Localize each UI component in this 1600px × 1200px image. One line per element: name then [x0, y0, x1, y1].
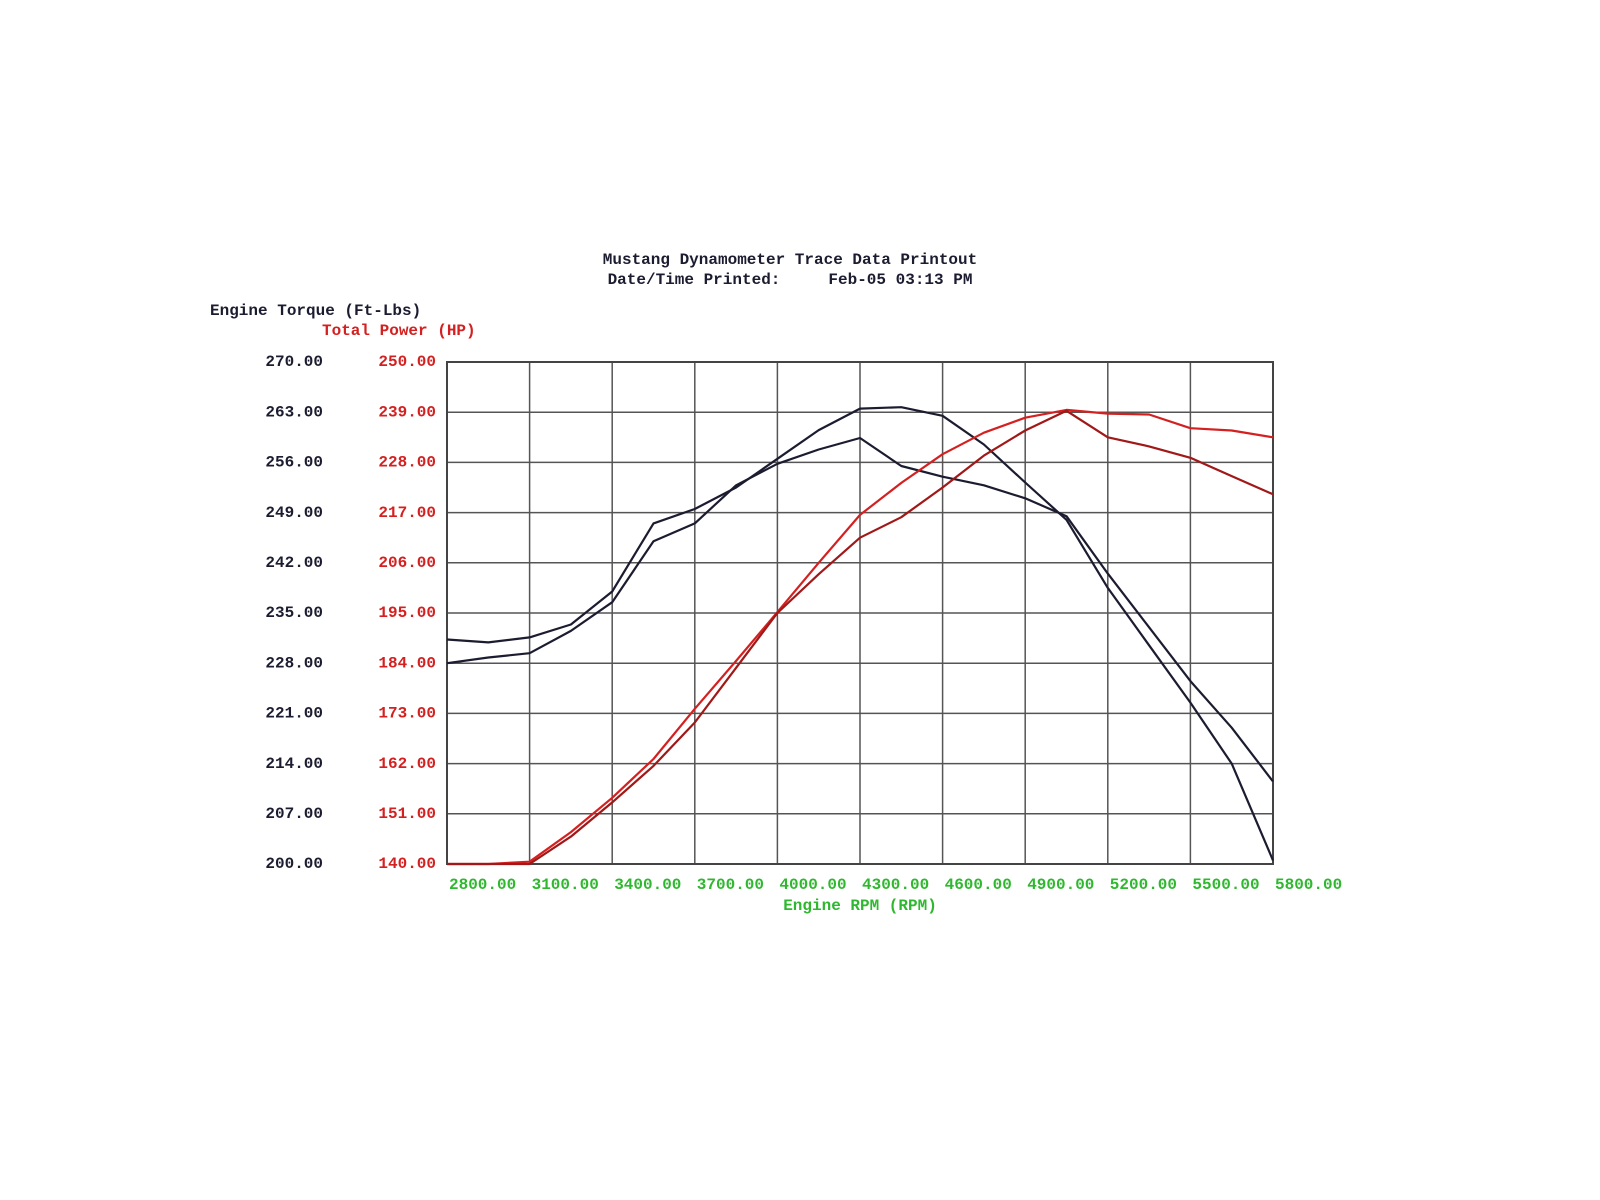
y2-tick-label: 228.00 [378, 454, 436, 472]
y-tick-label: 214.00 [265, 755, 323, 773]
y-tick-label: 256.00 [265, 454, 323, 472]
y-axis-label: Engine Torque (Ft-Lbs) [210, 302, 421, 320]
y2-tick-label: 206.00 [378, 554, 436, 572]
x-tick-label: 4300.00 [862, 876, 929, 894]
chart-title: Mustang Dynamometer Trace Data Printout [603, 251, 977, 269]
y-tick-label: 207.00 [265, 805, 323, 823]
chart-subtitle: Date/Time Printed: Feb-05 03:13 PM [608, 271, 973, 289]
y-tick-label: 270.00 [265, 353, 323, 371]
x-tick-label: 3100.00 [532, 876, 599, 894]
y2-tick-label: 184.00 [378, 654, 436, 672]
x-tick-label: 4900.00 [1027, 876, 1094, 894]
y-tick-label: 242.00 [265, 554, 323, 572]
series-line [446, 436, 1274, 783]
y-tick-label: 221.00 [265, 705, 323, 723]
y2-tick-label: 173.00 [378, 705, 436, 723]
y2-tick-label: 162.00 [378, 755, 436, 773]
series-line [447, 408, 1274, 866]
x-tick-label: 5800.00 [1275, 876, 1342, 894]
y-tick-label: 228.00 [265, 654, 323, 672]
y2-axis-label: Total Power (HP) [322, 322, 476, 340]
x-tick-label: 4000.00 [779, 876, 846, 894]
x-axis-label: Engine RPM (RPM) [783, 897, 937, 915]
y2-tick-label: 195.00 [378, 604, 436, 622]
series-line [447, 409, 1274, 866]
y2-tick-label: 140.00 [378, 855, 436, 873]
x-tick-label: 3700.00 [697, 876, 764, 894]
y-tick-label: 200.00 [265, 855, 323, 873]
y-tick-label: 263.00 [265, 403, 323, 421]
x-tick-label: 2800.00 [449, 876, 516, 894]
y2-tick-label: 217.00 [378, 504, 436, 522]
x-tick-label: 5200.00 [1110, 876, 1177, 894]
plot-frame [446, 361, 1274, 865]
x-tick-label: 4600.00 [945, 876, 1012, 894]
x-tick-label: 5500.00 [1192, 876, 1259, 894]
y-tick-label: 249.00 [265, 504, 323, 522]
series-line [446, 406, 1275, 861]
y2-tick-label: 239.00 [378, 403, 436, 421]
y-tick-label: 235.00 [265, 604, 323, 622]
x-tick-label: 3400.00 [614, 876, 681, 894]
y2-tick-label: 250.00 [378, 353, 436, 371]
y2-tick-label: 151.00 [378, 805, 436, 823]
